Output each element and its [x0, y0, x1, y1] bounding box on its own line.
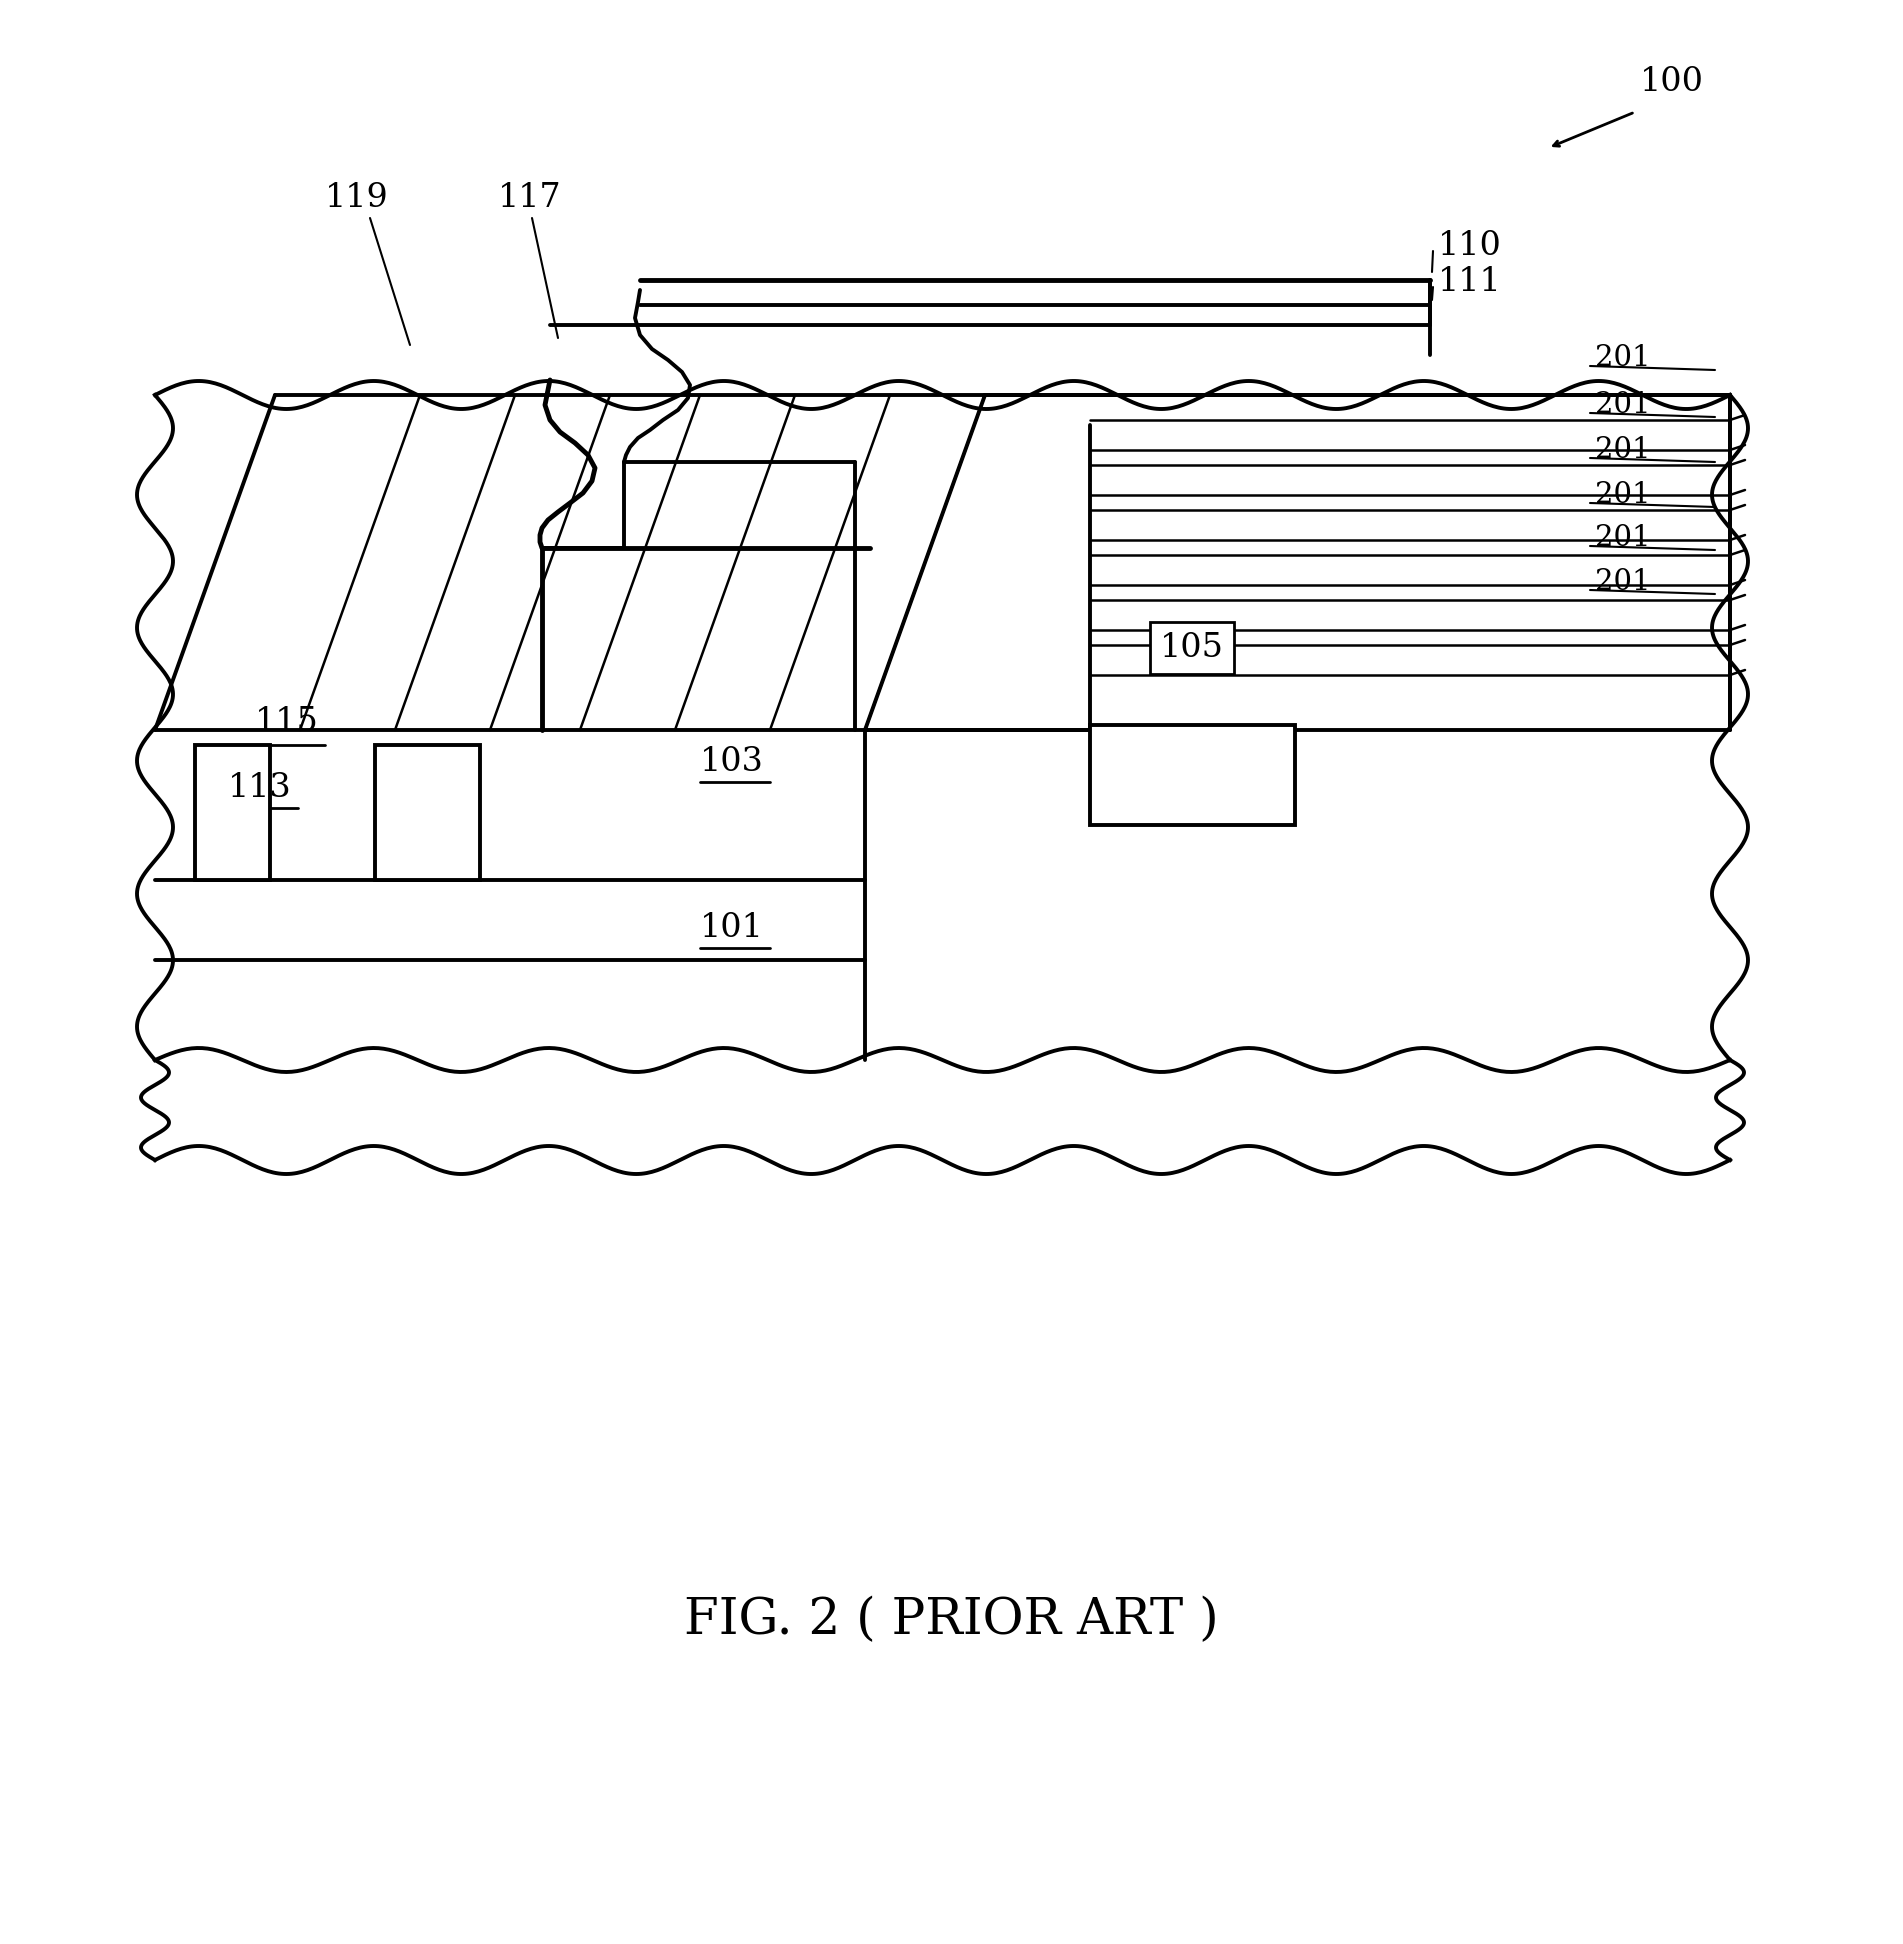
Text: 201: 201 — [1595, 344, 1650, 371]
Bar — [194, 745, 270, 881]
Text: FIG. 2 ( PRIOR ART ): FIG. 2 ( PRIOR ART ) — [683, 1596, 1218, 1645]
Text: 113: 113 — [228, 772, 291, 805]
Bar — [375, 745, 480, 881]
Text: 101: 101 — [700, 912, 763, 945]
Text: 201: 201 — [1595, 435, 1650, 465]
Text: 201: 201 — [1595, 480, 1650, 509]
Text: 111: 111 — [1439, 266, 1501, 297]
Text: 201: 201 — [1595, 391, 1650, 420]
Text: 100: 100 — [1640, 66, 1703, 97]
Text: 119: 119 — [325, 183, 388, 214]
Text: 117: 117 — [499, 183, 561, 214]
Text: 103: 103 — [700, 746, 763, 778]
Text: 110: 110 — [1439, 229, 1501, 262]
Bar — [1090, 725, 1296, 824]
Text: 105: 105 — [1161, 632, 1224, 665]
Text: 201: 201 — [1595, 568, 1650, 597]
Text: 201: 201 — [1595, 525, 1650, 552]
Text: 115: 115 — [255, 706, 320, 739]
